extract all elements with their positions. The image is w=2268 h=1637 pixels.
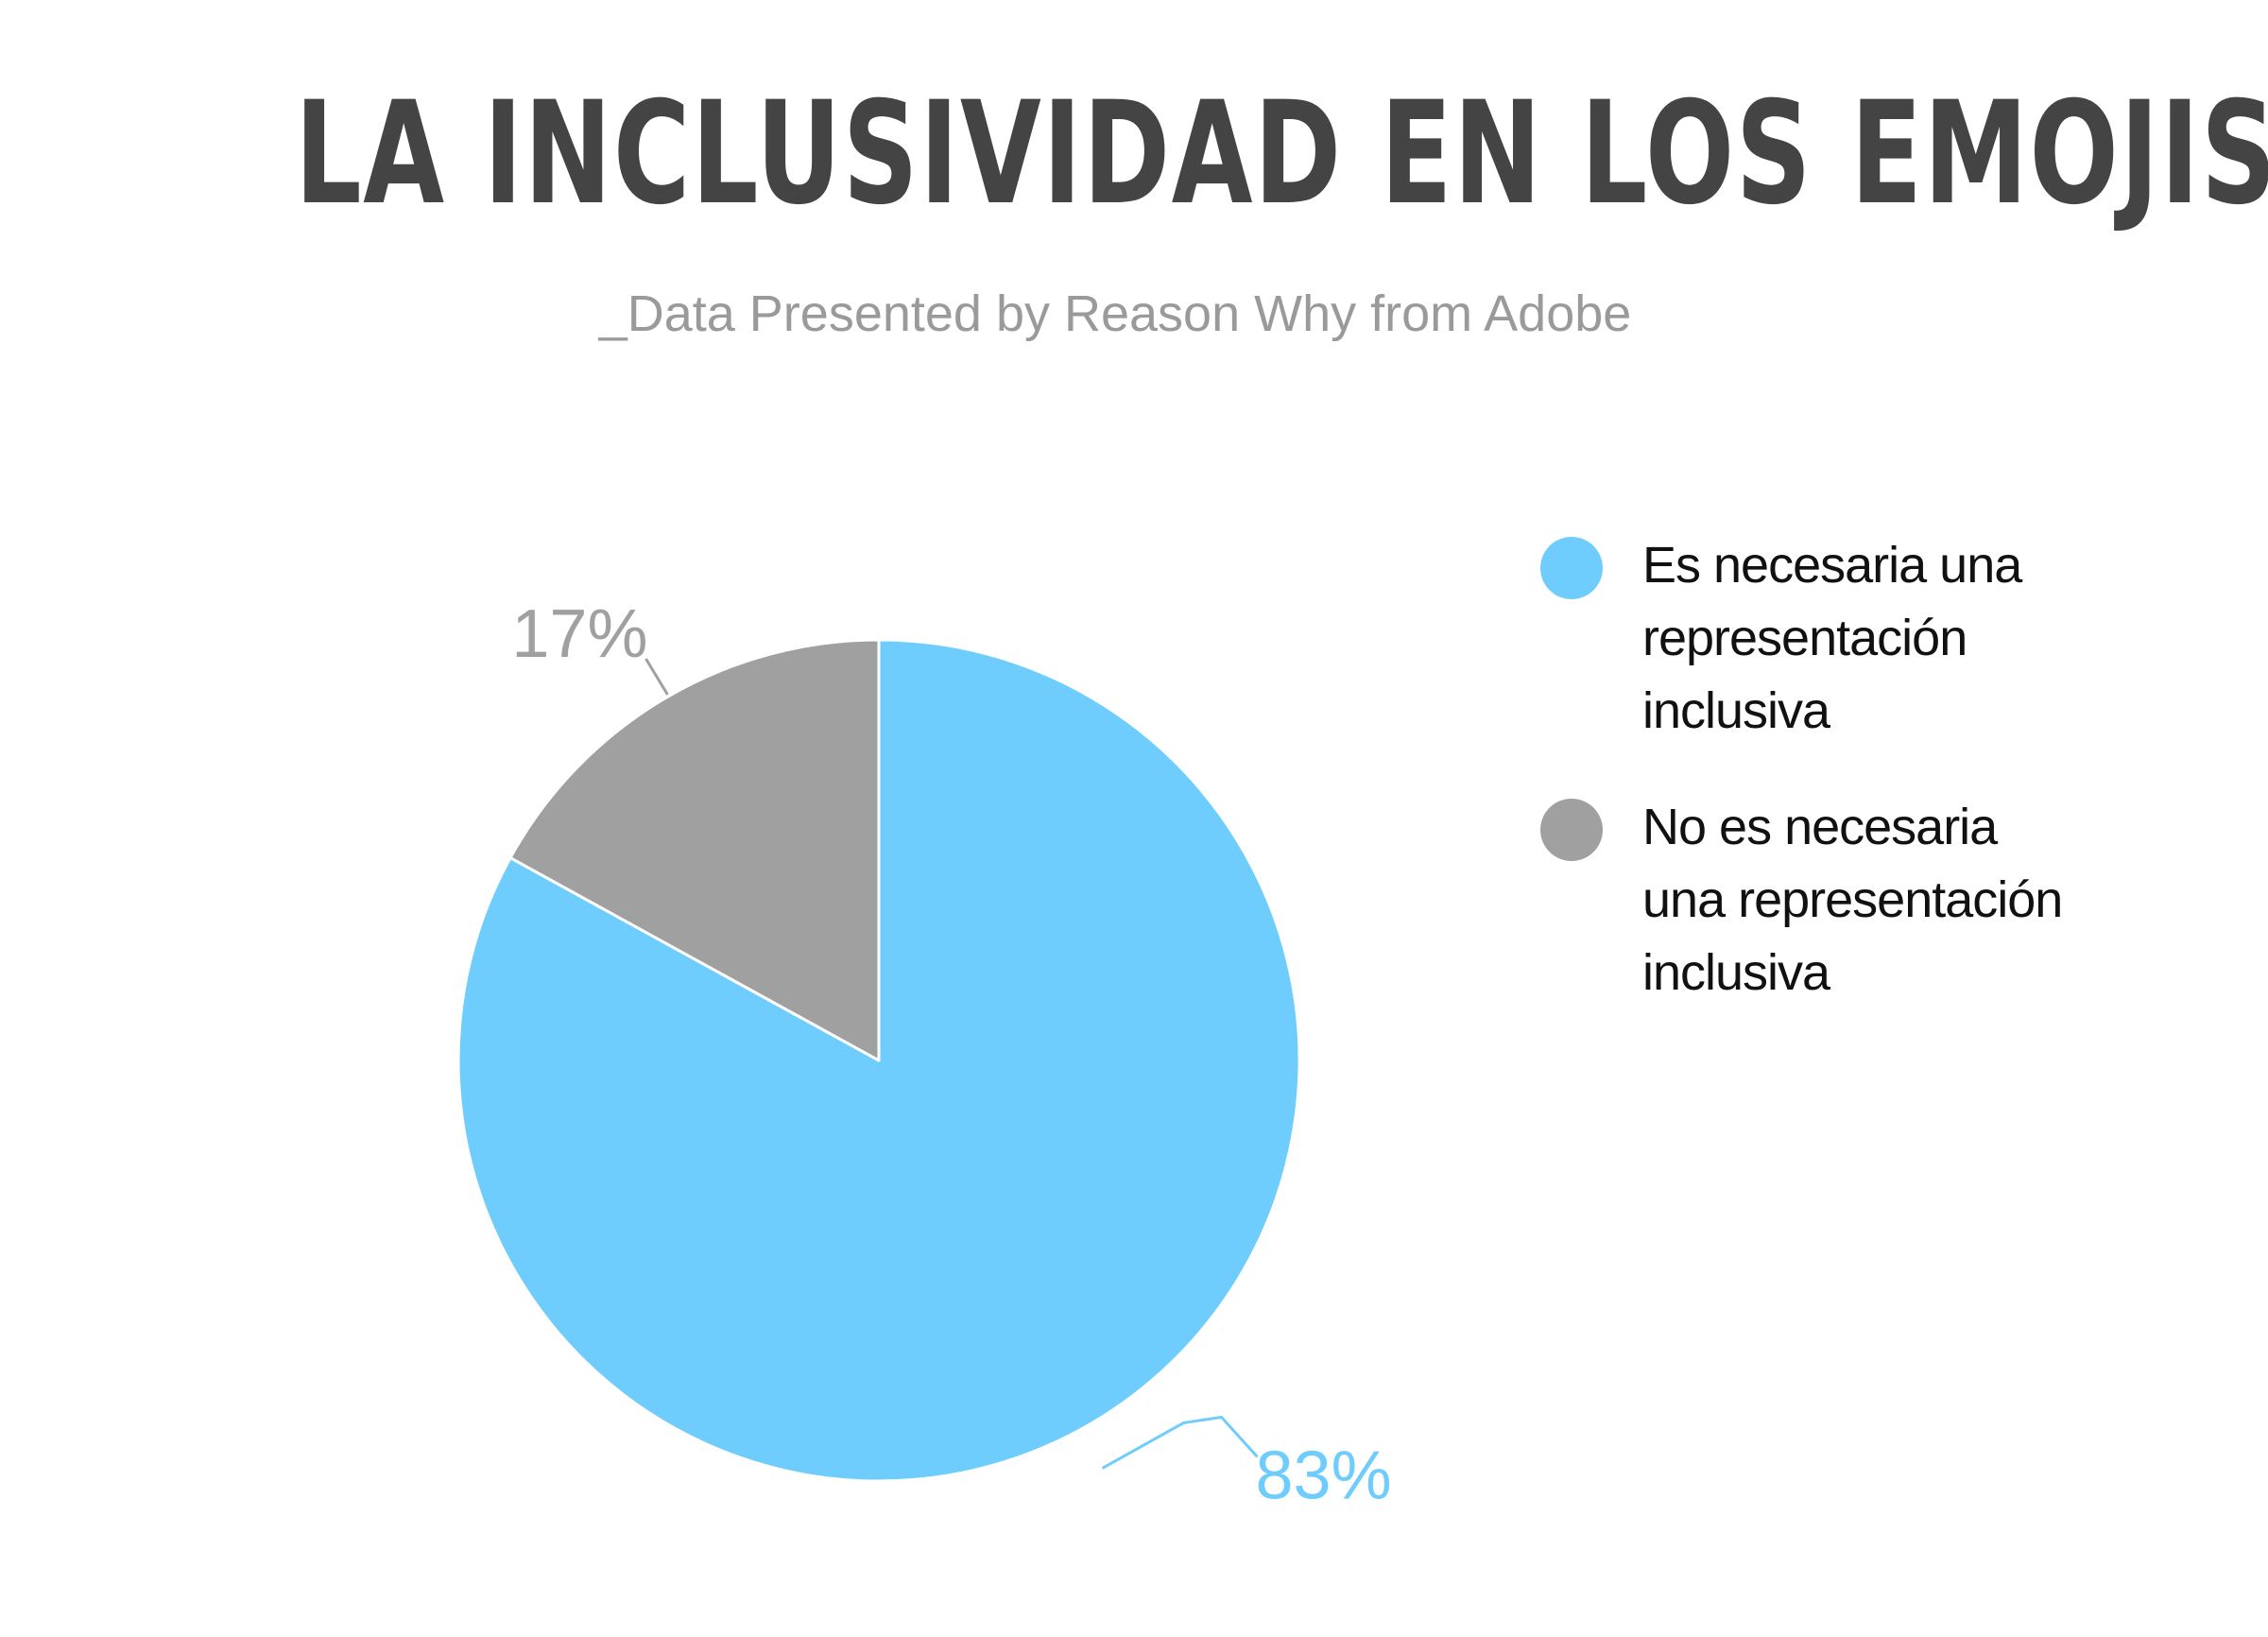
legend-label-no-necesaria: No es necesaria una representación inclu… xyxy=(1642,799,2063,1001)
legend-swatch-no-necesaria xyxy=(1540,799,1603,861)
legend-item-no-necesaria: No es necesaria una representación inclu… xyxy=(1540,791,2070,1009)
legend-label-necesaria: Es necesaria una representación inclusiv… xyxy=(1642,537,2022,739)
legend-swatch-necesaria xyxy=(1540,537,1603,599)
legend-item-necesaria: Es necesaria una representación inclusiv… xyxy=(1540,529,2070,748)
chart-title: LA INCLUSIVIDAD EN LOS EMOJIS xyxy=(295,72,2268,236)
leader-line-necesaria xyxy=(1101,1415,1259,1470)
leader-line-no-necesaria xyxy=(644,658,669,696)
chart-subtitle: _Data Presented by Reason Why from Adobe xyxy=(598,285,1632,342)
pie-slice-no-necesaria xyxy=(508,638,881,1062)
chart-legend: Es necesaria una representación inclusiv… xyxy=(1540,529,2070,1053)
value-label-necesaria: 83% xyxy=(1256,1438,1392,1513)
value-label-no-necesaria: 17% xyxy=(511,596,647,672)
